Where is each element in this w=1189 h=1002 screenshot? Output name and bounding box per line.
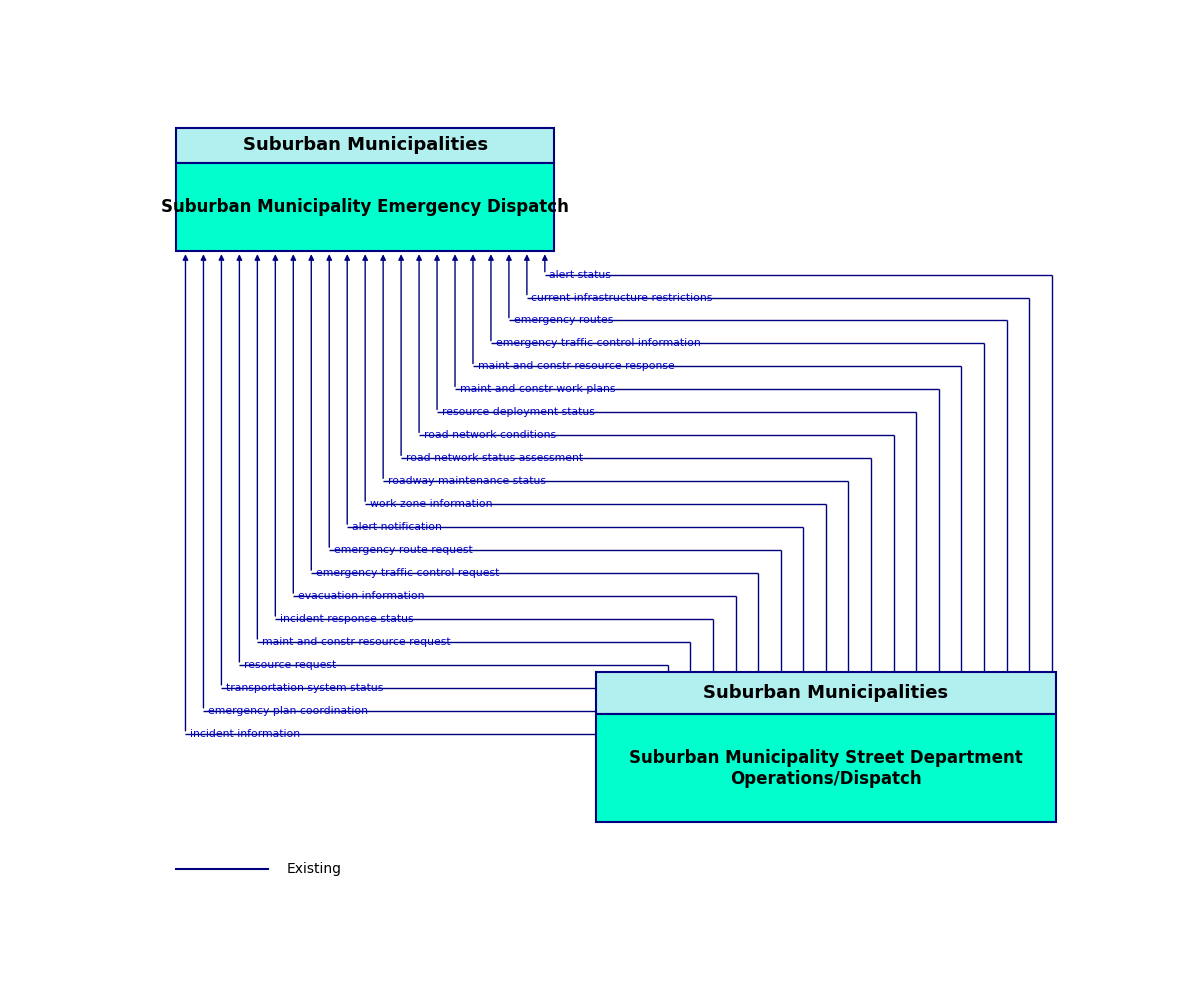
Text: maint and constr resource request: maint and constr resource request	[262, 637, 451, 647]
Text: incident information: incident information	[190, 728, 300, 738]
Bar	[176, 162, 554, 252]
Text: emergency traffic control request: emergency traffic control request	[316, 568, 499, 578]
Text: Suburban Municipality Street Department
Operations/Dispatch: Suburban Municipality Street Department …	[629, 748, 1023, 788]
Text: evacuation information: evacuation information	[298, 591, 424, 601]
Text: incident response status: incident response status	[279, 614, 414, 624]
Text: roadway maintenance status: roadway maintenance status	[388, 476, 546, 486]
Text: emergency route request: emergency route request	[334, 545, 472, 555]
Text: current infrastructure restrictions: current infrastructure restrictions	[531, 293, 713, 303]
Text: emergency traffic control information: emergency traffic control information	[496, 339, 700, 349]
Text: emergency routes: emergency routes	[514, 316, 612, 326]
Bar	[596, 714, 1056, 823]
Text: resource deployment status: resource deployment status	[441, 407, 594, 417]
Text: maint and constr resource response: maint and constr resource response	[478, 362, 674, 372]
Text: Existing: Existing	[287, 862, 342, 876]
Text: work zone information: work zone information	[370, 499, 492, 509]
Text: Suburban Municipalities: Suburban Municipalities	[243, 136, 487, 154]
Bar	[596, 672, 1056, 714]
Text: resource request: resource request	[244, 659, 336, 669]
Text: Suburban Municipalities: Suburban Municipalities	[704, 684, 949, 702]
Text: emergency plan coordination: emergency plan coordination	[208, 705, 369, 715]
Text: Suburban Municipality Emergency Dispatch: Suburban Municipality Emergency Dispatch	[162, 198, 570, 216]
Text: maint and constr work plans: maint and constr work plans	[460, 385, 615, 395]
Text: road network status assessment: road network status assessment	[405, 453, 583, 463]
Bar	[176, 128, 554, 162]
Text: alert notification: alert notification	[352, 522, 441, 532]
Text: transportation system status: transportation system status	[226, 682, 383, 692]
Text: alert status: alert status	[549, 270, 611, 280]
Text: road network conditions: road network conditions	[423, 430, 555, 440]
